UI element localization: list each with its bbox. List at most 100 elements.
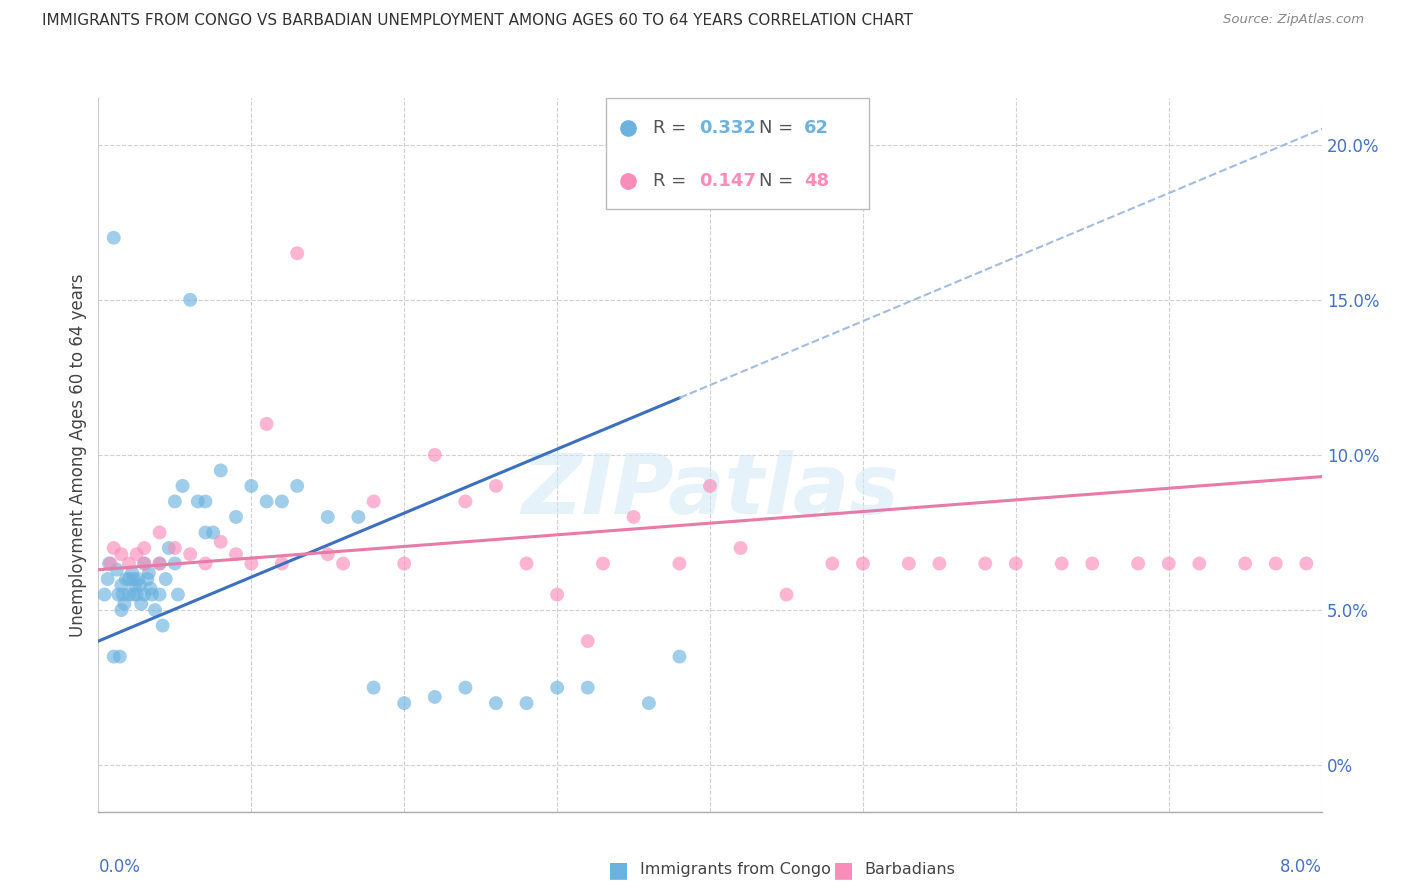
Point <box>852 557 875 571</box>
Point <box>187 494 209 508</box>
Point <box>110 578 132 592</box>
Point <box>202 525 225 540</box>
Point <box>392 557 416 571</box>
Text: 0.332: 0.332 <box>699 119 756 137</box>
Point <box>270 494 294 508</box>
Point <box>225 547 247 561</box>
Point <box>194 557 217 571</box>
Point <box>775 588 797 602</box>
Point <box>1234 557 1257 571</box>
Point <box>115 572 138 586</box>
Text: 62: 62 <box>804 119 830 137</box>
Point <box>134 557 156 571</box>
Point <box>209 463 232 477</box>
Point <box>285 479 308 493</box>
Point <box>454 681 477 695</box>
Text: 8.0%: 8.0% <box>1279 858 1322 876</box>
Point <box>149 588 172 602</box>
Point <box>1081 557 1104 571</box>
Point <box>576 634 599 648</box>
Point <box>363 494 385 508</box>
Point <box>454 494 477 508</box>
Point <box>163 494 186 508</box>
Point <box>821 557 844 571</box>
Point <box>285 246 308 260</box>
Point <box>699 479 721 493</box>
Point <box>157 541 180 555</box>
Point <box>139 582 162 596</box>
Point <box>129 597 152 611</box>
Point <box>928 557 950 571</box>
Point <box>136 572 159 586</box>
Point <box>668 557 690 571</box>
Point <box>423 448 446 462</box>
Point <box>546 681 568 695</box>
Point <box>103 649 125 664</box>
Text: N =: N = <box>759 119 799 137</box>
Point <box>134 557 156 571</box>
Point <box>194 525 217 540</box>
Point <box>118 572 141 586</box>
Point <box>516 557 538 571</box>
Point <box>209 534 232 549</box>
Point <box>167 588 190 602</box>
Point <box>179 293 201 307</box>
Point <box>194 494 217 508</box>
Point <box>332 557 354 571</box>
Point <box>1295 557 1317 571</box>
Point <box>152 618 174 632</box>
Point <box>1004 557 1026 571</box>
Point <box>108 649 131 664</box>
Point <box>97 572 120 586</box>
Point <box>240 557 263 571</box>
Text: Barbadians: Barbadians <box>865 863 956 877</box>
Point <box>316 510 339 524</box>
Point <box>121 566 143 580</box>
FancyBboxPatch shape <box>606 98 869 209</box>
Point <box>143 603 166 617</box>
Point <box>125 547 148 561</box>
Point <box>112 597 135 611</box>
Point <box>138 566 160 580</box>
Point <box>149 525 172 540</box>
Point <box>172 479 194 493</box>
Point <box>149 557 172 571</box>
Point <box>1128 557 1150 571</box>
Text: R =: R = <box>652 119 692 137</box>
Point <box>118 588 141 602</box>
Text: Immigrants from Congo: Immigrants from Congo <box>640 863 831 877</box>
Point <box>730 541 752 555</box>
Point <box>423 690 446 704</box>
Point <box>118 557 141 571</box>
Point <box>110 547 132 561</box>
Point <box>98 557 121 571</box>
Text: R =: R = <box>652 172 692 190</box>
Point <box>93 588 115 602</box>
Point <box>163 541 186 555</box>
Point <box>546 588 568 602</box>
Point <box>163 557 186 571</box>
Point <box>623 510 645 524</box>
Text: 0.147: 0.147 <box>699 172 756 190</box>
Point <box>134 588 156 602</box>
Point <box>124 578 146 592</box>
Point <box>1264 557 1286 571</box>
Point <box>974 557 997 571</box>
Point <box>256 494 278 508</box>
Point <box>485 479 508 493</box>
Point <box>637 696 661 710</box>
Point <box>347 510 370 524</box>
Point <box>100 557 122 571</box>
Point <box>240 479 263 493</box>
Point <box>363 681 385 695</box>
Point <box>128 578 150 592</box>
Point <box>125 588 148 602</box>
Point <box>110 603 132 617</box>
Point <box>134 541 156 555</box>
Point <box>122 588 145 602</box>
Point <box>107 588 129 602</box>
Text: 48: 48 <box>804 172 830 190</box>
Text: ZIPatlas: ZIPatlas <box>522 450 898 531</box>
Point <box>155 572 177 586</box>
Point <box>576 681 599 695</box>
